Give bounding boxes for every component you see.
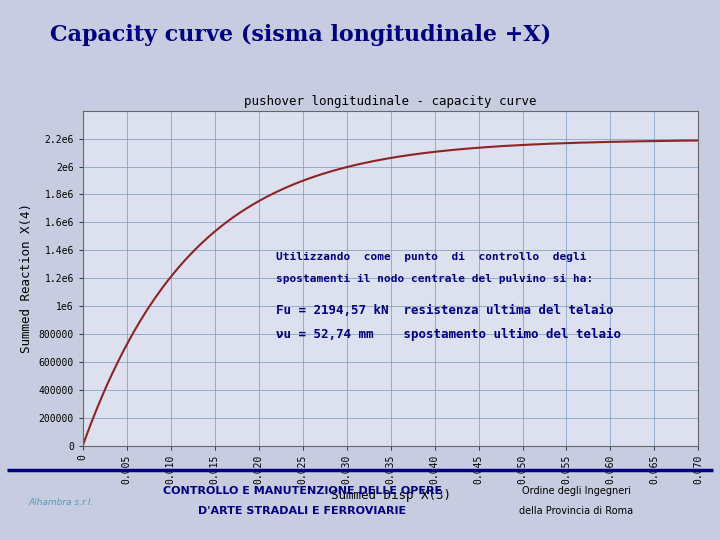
Text: Utilizzando  come  punto  di  controllo  degli: Utilizzando come punto di controllo degl…	[276, 252, 587, 262]
Text: CONTROLLO E MANUTENZIONE DELLE OPERE: CONTROLLO E MANUTENZIONE DELLE OPERE	[163, 486, 442, 496]
Text: νu = 52,74 mm    spostamento ultimo del telaio: νu = 52,74 mm spostamento ultimo del tel…	[276, 328, 621, 341]
Text: Alhambra s.r.l.: Alhambra s.r.l.	[29, 498, 94, 507]
Text: spostamenti il nodo centrale del pulvino si ha:: spostamenti il nodo centrale del pulvino…	[276, 274, 593, 284]
Y-axis label: Summed Reaction X(4): Summed Reaction X(4)	[20, 203, 33, 353]
Text: Fu = 2194,57 kN  resistenza ultima del telaio: Fu = 2194,57 kN resistenza ultima del te…	[276, 305, 613, 318]
Title: pushover longitudinale - capacity curve: pushover longitudinale - capacity curve	[244, 95, 537, 108]
Text: della Provincia di Roma: della Provincia di Roma	[519, 506, 633, 516]
Text: Ordine degli Ingegneri: Ordine degli Ingegneri	[521, 486, 631, 496]
Text: D'ARTE STRADALI E FERROVIARIE: D'ARTE STRADALI E FERROVIARIE	[198, 506, 407, 516]
Text: Capacity curve (sisma longitudinale +X): Capacity curve (sisma longitudinale +X)	[50, 24, 552, 46]
X-axis label: Summed Disp X(3): Summed Disp X(3)	[330, 489, 451, 502]
